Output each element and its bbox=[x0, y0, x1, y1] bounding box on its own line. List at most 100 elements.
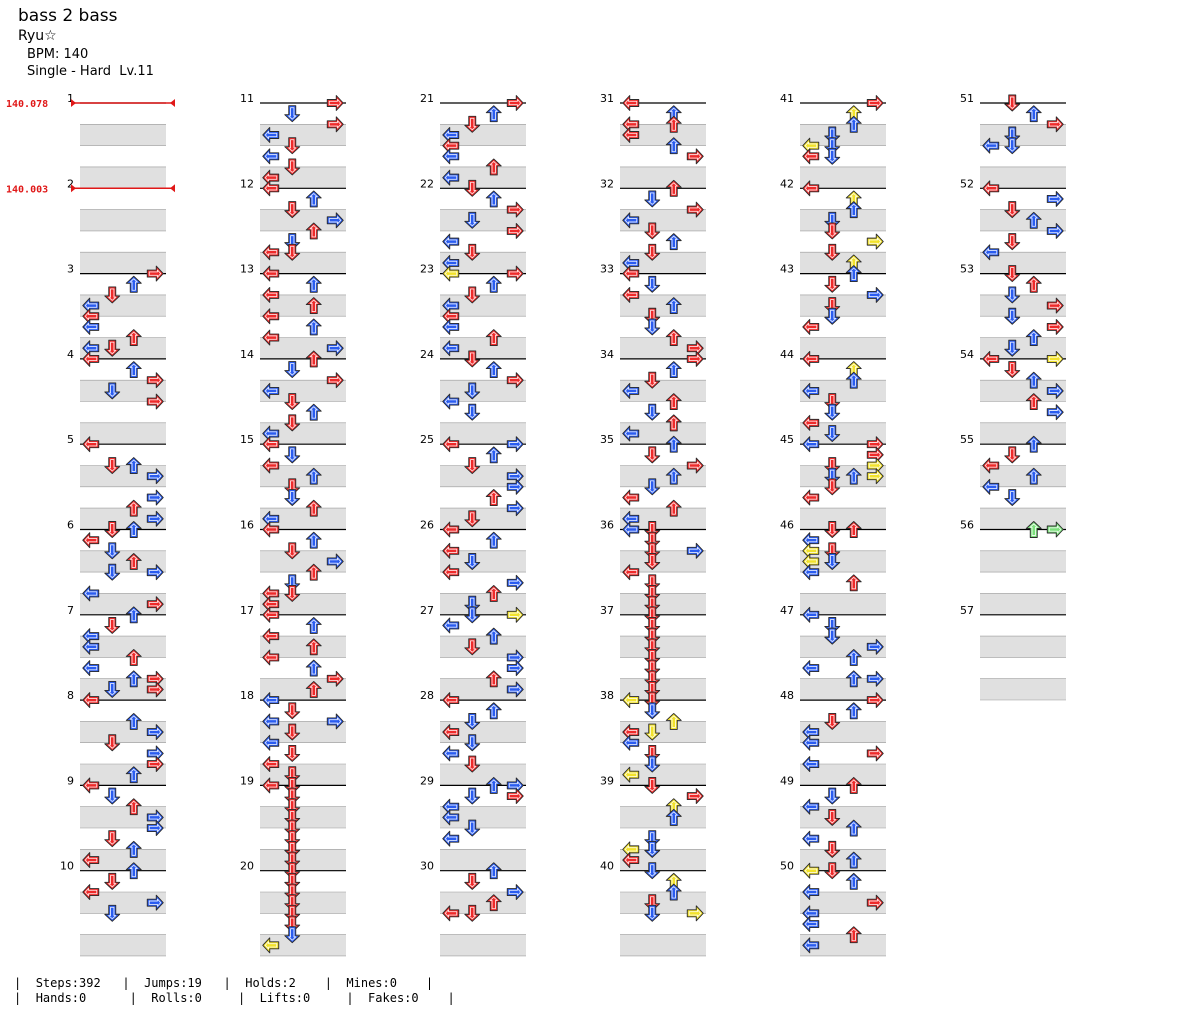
arrow-body bbox=[146, 372, 164, 389]
measure-4: 4 bbox=[67, 348, 166, 466]
note-left-arrow bbox=[82, 777, 100, 794]
arrow-highlight bbox=[288, 725, 297, 739]
note-left-arrow bbox=[262, 436, 280, 453]
arrow-body bbox=[824, 275, 841, 293]
arrow-body bbox=[802, 862, 820, 879]
measure-band bbox=[800, 636, 886, 658]
arrow-body bbox=[326, 713, 344, 730]
measure-band bbox=[440, 550, 526, 573]
note-up-arrow bbox=[845, 521, 862, 538]
arrow-body bbox=[485, 489, 502, 506]
arrow-highlight bbox=[669, 331, 678, 345]
note-up-arrow bbox=[1025, 435, 1042, 453]
arrow-highlight bbox=[148, 472, 162, 481]
note-up-arrow bbox=[485, 894, 502, 912]
arrow-highlight bbox=[108, 523, 117, 536]
measure-20: 20 bbox=[240, 860, 346, 970]
arrow-highlight bbox=[849, 672, 858, 686]
arrow-body bbox=[442, 148, 460, 165]
measure-band bbox=[260, 572, 346, 594]
note-down-arrow bbox=[284, 585, 301, 602]
measure-46: 46 bbox=[780, 519, 886, 636]
arrow-highlight bbox=[828, 299, 837, 312]
arrow-body bbox=[284, 414, 301, 432]
measure-number: 15 bbox=[240, 433, 254, 446]
arrow-highlight bbox=[508, 653, 522, 662]
arrow-highlight bbox=[264, 514, 278, 523]
arrow-body bbox=[644, 446, 661, 464]
arrow-body bbox=[305, 190, 322, 208]
arrow-highlight bbox=[264, 386, 278, 395]
measure-band bbox=[440, 913, 526, 935]
arrow-body bbox=[305, 659, 322, 677]
note-right-arrow bbox=[506, 265, 524, 282]
arrow-body bbox=[1025, 393, 1042, 410]
arrow-body bbox=[104, 382, 121, 400]
arrow-body bbox=[485, 531, 502, 549]
arrow-body bbox=[802, 606, 820, 623]
arrow-body bbox=[665, 435, 682, 453]
stats-row-1: | Steps:392 | Jumps:19 | Holds:2 | Mines… bbox=[14, 976, 434, 990]
measure-band bbox=[260, 422, 346, 445]
arrow-body bbox=[845, 521, 862, 538]
arrow-body bbox=[284, 926, 301, 944]
measure-band bbox=[260, 614, 346, 636]
measure-band bbox=[620, 550, 706, 573]
arrow-highlight bbox=[648, 619, 657, 632]
arrow-highlight bbox=[669, 470, 678, 483]
arrow-body bbox=[622, 212, 640, 229]
note-left-arrow bbox=[802, 382, 820, 399]
song-header: bass 2 bass Ryu☆ BPM: 140 Single - Hard … bbox=[18, 8, 154, 80]
arrow-highlight bbox=[288, 906, 297, 920]
measure-band bbox=[440, 742, 526, 764]
arrow-body bbox=[1025, 329, 1042, 347]
measure-band bbox=[80, 742, 166, 764]
note-down-arrow bbox=[644, 904, 661, 922]
measure-47: 47 bbox=[780, 604, 886, 722]
song-title: bass 2 bass bbox=[18, 6, 118, 26]
note-right-arrow bbox=[1046, 297, 1064, 314]
arrow-highlight bbox=[148, 813, 162, 822]
measure-band bbox=[980, 529, 1066, 551]
note-left-arrow bbox=[262, 148, 280, 165]
note-down-arrow bbox=[464, 904, 481, 922]
arrow-highlight bbox=[508, 376, 522, 385]
note-right-arrow bbox=[1046, 382, 1064, 399]
arrow-highlight bbox=[489, 864, 498, 878]
note-down-arrow bbox=[464, 403, 481, 421]
measure-band bbox=[980, 465, 1066, 487]
arrow-highlight bbox=[828, 245, 837, 259]
arrow-highlight bbox=[148, 397, 162, 406]
arrow-body bbox=[82, 318, 100, 335]
arrow-highlight bbox=[688, 354, 702, 363]
arrow-body bbox=[982, 244, 1000, 261]
arrow-body bbox=[622, 852, 640, 868]
note-up-arrow bbox=[305, 275, 322, 293]
arrow-body bbox=[442, 905, 460, 922]
measure-band bbox=[620, 166, 706, 189]
measure-band bbox=[440, 678, 526, 700]
arrow-body bbox=[506, 660, 524, 677]
measure-band bbox=[980, 337, 1066, 359]
arrow-body bbox=[665, 712, 682, 730]
arrow-body bbox=[262, 606, 280, 623]
arrow-body bbox=[802, 756, 820, 773]
arrow-highlight bbox=[264, 152, 278, 161]
measure-band bbox=[80, 465, 166, 487]
arrow-highlight bbox=[804, 152, 818, 161]
arrow-highlight bbox=[669, 438, 678, 451]
arrow-body bbox=[146, 820, 164, 836]
arrow-body bbox=[845, 467, 862, 485]
arrow-body bbox=[125, 840, 142, 858]
measure-54: 54 bbox=[960, 348, 1066, 466]
arrow-body bbox=[464, 211, 481, 229]
measure-band bbox=[440, 209, 526, 231]
arrow-body bbox=[802, 884, 820, 900]
arrow-highlight bbox=[508, 792, 522, 801]
arrow-body bbox=[686, 457, 704, 474]
arrow-highlight bbox=[868, 642, 882, 651]
measure-band bbox=[260, 700, 346, 722]
arrow-body bbox=[262, 937, 280, 954]
note-up-arrow bbox=[125, 840, 142, 858]
measure-number: 35 bbox=[600, 433, 614, 446]
